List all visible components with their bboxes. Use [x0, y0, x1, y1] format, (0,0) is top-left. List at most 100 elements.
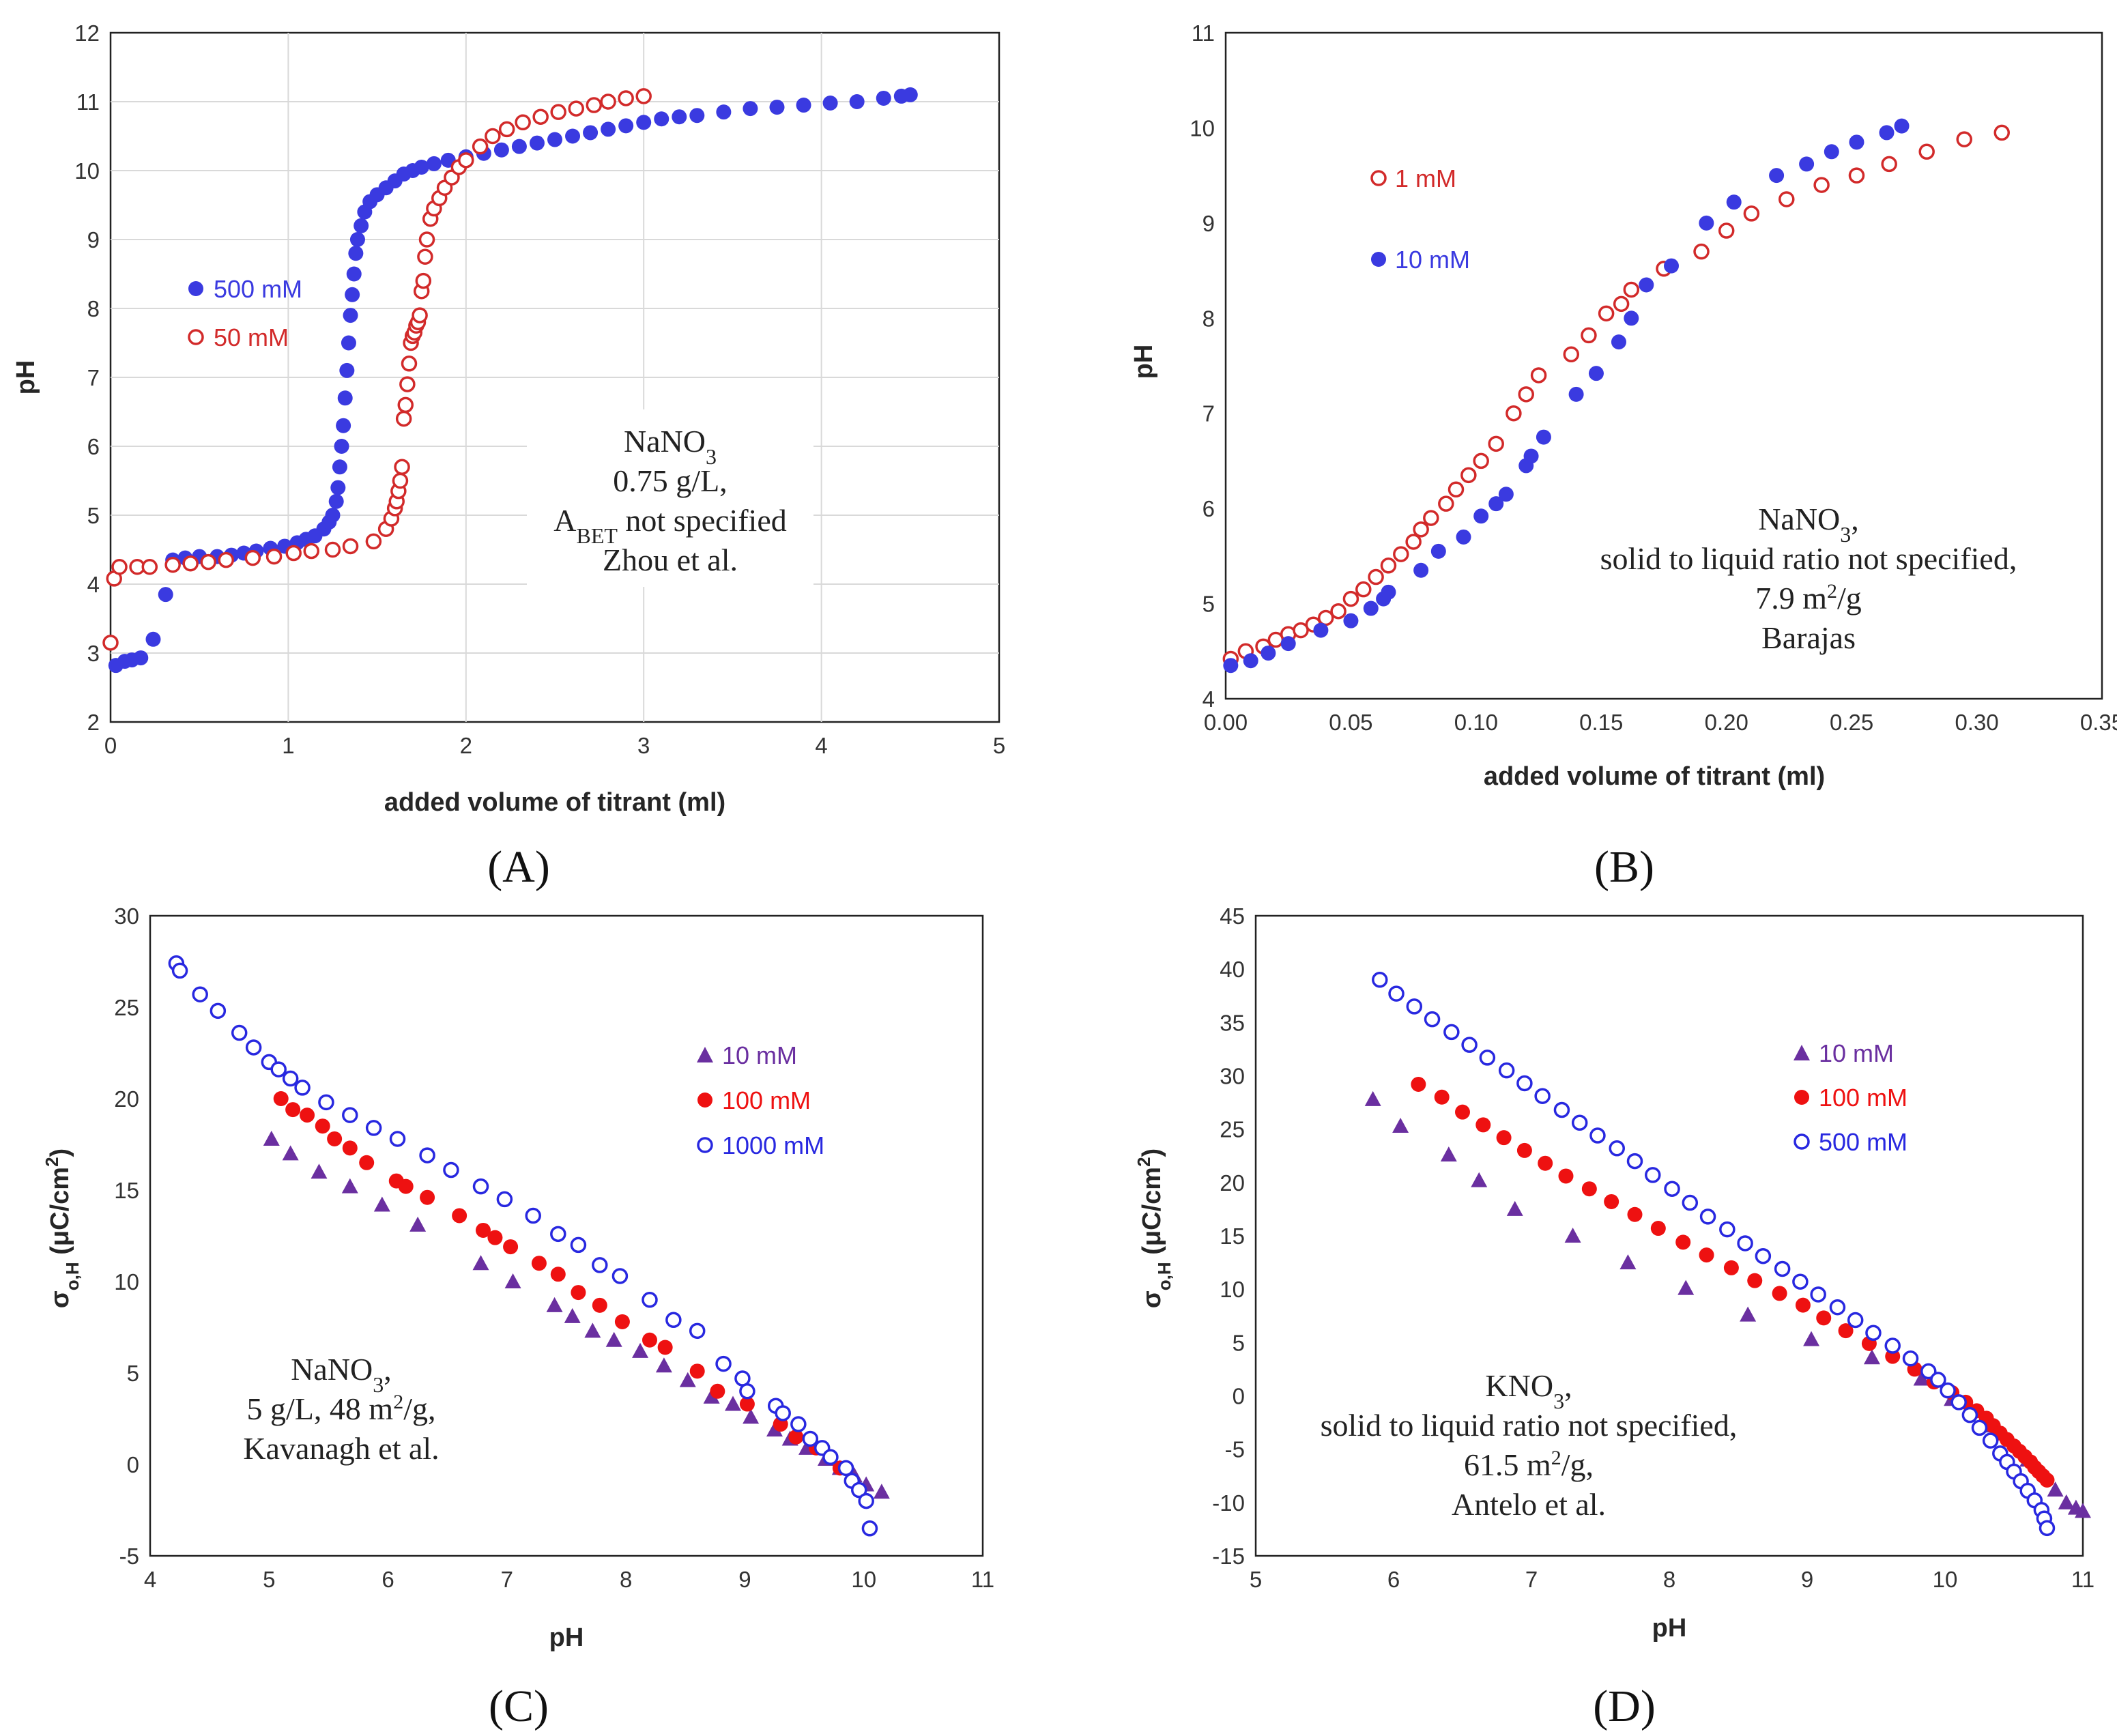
legend-label-10mm-b: 10 mM	[1395, 246, 1470, 274]
point-d-500mm	[1719, 1221, 1736, 1238]
point-a-500mm	[339, 362, 355, 378]
panel-label-d: (D)	[1593, 1681, 1656, 1731]
point-a-500mm	[636, 115, 652, 130]
point-d-100mm	[1558, 1168, 1574, 1184]
point-c-1000mm	[689, 1322, 706, 1340]
point-a-50mm	[618, 90, 634, 106]
point-d-100mm	[1627, 1206, 1643, 1222]
point-c-1000mm	[192, 986, 208, 1002]
point-b-1mm	[1460, 467, 1477, 484]
legend-marker-500mm-d	[1794, 1133, 1810, 1150]
x-tick-label-a: 1	[282, 733, 294, 758]
point-d-100mm	[1723, 1260, 1739, 1275]
point-a-50mm	[415, 272, 432, 289]
point-a-50mm	[401, 356, 418, 372]
plot-border-c	[149, 914, 984, 1557]
point-d-10mm	[2047, 1481, 2064, 1497]
point-d-500mm	[1372, 972, 1388, 988]
point-c-1000mm	[282, 1070, 299, 1087]
point-c-10mm	[703, 1388, 720, 1404]
annotation-d-line-3: 61.5 m2/g,	[1464, 1447, 1594, 1483]
point-c-100mm	[503, 1239, 519, 1255]
point-a-500mm	[902, 87, 918, 102]
point-a-500mm	[426, 156, 442, 171]
point-c-1000mm	[611, 1268, 629, 1284]
point-a-500mm	[325, 508, 341, 523]
legend-a: 500 mM 50 mM	[188, 275, 302, 351]
point-a-500mm	[769, 100, 785, 115]
point-c-10mm	[766, 1421, 783, 1437]
point-c-1000mm	[850, 1481, 867, 1499]
legend-b: 1 mM 10 mM	[1346, 143, 1503, 287]
point-a-50mm	[395, 410, 412, 427]
point-b-1mm	[1813, 177, 1830, 193]
chart-panel-b: 0.00 0.05 0.10 0.15 0.20 0.25 0.30 0.35 4 5 6 7 8 9 10…	[1129, 20, 2117, 892]
point-c-10mm	[655, 1357, 672, 1373]
point-d-100mm	[1581, 1181, 1597, 1197]
point-d-100mm	[1411, 1077, 1426, 1093]
point-d-10mm	[1471, 1172, 1488, 1187]
point-b-10mm	[1343, 613, 1359, 628]
point-a-500mm	[343, 308, 358, 323]
y-tick-label-a: 3	[87, 641, 100, 666]
point-c-1000mm	[822, 1449, 839, 1466]
point-c-1000mm	[496, 1191, 513, 1208]
x-tick-label-b: 0.10	[1454, 710, 1498, 735]
x-tick-label-b: 0.35	[2080, 710, 2117, 735]
legend-marker-10mm-b	[1371, 252, 1386, 267]
point-a-50mm	[458, 152, 474, 169]
point-c-100mm	[550, 1267, 566, 1282]
y-axis-label-a: pH	[12, 360, 40, 395]
legend-label-10mm-c: 10 mM	[722, 1041, 797, 1069]
tick-labels-d: 5 6 7 8 9 10 11 -15 -10 -5 0 5 10 15 20 25 30 35 40 45	[1212, 903, 2094, 1592]
x-tick-label-c: 6	[381, 1567, 394, 1592]
point-c-1000mm	[570, 1236, 587, 1254]
point-d-500mm	[1961, 1406, 1978, 1423]
point-a-50mm	[417, 248, 433, 265]
y-tick-label-a: 6	[87, 434, 100, 459]
point-d-500mm	[1847, 1312, 1864, 1329]
point-b-1mm	[1848, 167, 1865, 184]
annotation-box-a	[527, 409, 813, 587]
y-tick-label-d: 25	[1220, 1117, 1245, 1142]
legend-marker-10mm-c	[697, 1047, 713, 1062]
y-tick-label-a: 5	[87, 503, 100, 528]
point-b-1mm	[1778, 191, 1795, 207]
point-d-500mm	[1571, 1114, 1588, 1131]
point-b-10mm	[1413, 562, 1429, 578]
point-a-500mm	[145, 631, 161, 647]
y-tick-label-d: 0	[1233, 1384, 1245, 1409]
y-tick-label-d: 30	[1220, 1064, 1245, 1089]
point-c-1000mm	[550, 1226, 566, 1243]
x-tick-label-b: 0.20	[1705, 710, 1748, 735]
annotation-b-line-3: 7.9 m2/g	[1755, 580, 1862, 616]
point-c-1000mm	[171, 962, 188, 979]
point-c-1000mm	[294, 1080, 311, 1096]
point-d-500mm	[1589, 1127, 1606, 1144]
point-c-10mm	[564, 1307, 581, 1323]
point-d-500mm	[1626, 1153, 1643, 1170]
point-d-500mm	[1516, 1075, 1533, 1092]
point-b-10mm	[1280, 636, 1296, 652]
point-a-500mm	[547, 132, 562, 147]
x-tick-label-c: 5	[263, 1567, 275, 1592]
legend-label-100mm-d: 100 mM	[1819, 1084, 1907, 1112]
point-c-100mm	[300, 1108, 315, 1123]
x-tick-label-c: 8	[620, 1567, 632, 1592]
point-c-1000mm	[861, 1520, 878, 1537]
legend-label-500mm: 500 mM	[214, 275, 302, 303]
point-a-500mm	[414, 159, 429, 175]
point-d-500mm	[1971, 1419, 1988, 1436]
point-a-500mm	[493, 142, 509, 158]
legend-label-500mm-d: 500 mM	[1819, 1128, 1907, 1156]
legend-label-50mm: 50 mM	[214, 323, 289, 351]
legend-label-10mm-d: 10 mM	[1819, 1039, 1894, 1067]
point-a-500mm	[334, 439, 349, 454]
point-c-100mm	[487, 1230, 503, 1245]
x-tick-label-d: 6	[1387, 1567, 1400, 1592]
x-tick-label-a: 2	[460, 733, 472, 758]
point-d-500mm	[1424, 1011, 1441, 1028]
point-d-10mm	[1364, 1090, 1381, 1106]
point-c-1000mm	[525, 1207, 541, 1224]
